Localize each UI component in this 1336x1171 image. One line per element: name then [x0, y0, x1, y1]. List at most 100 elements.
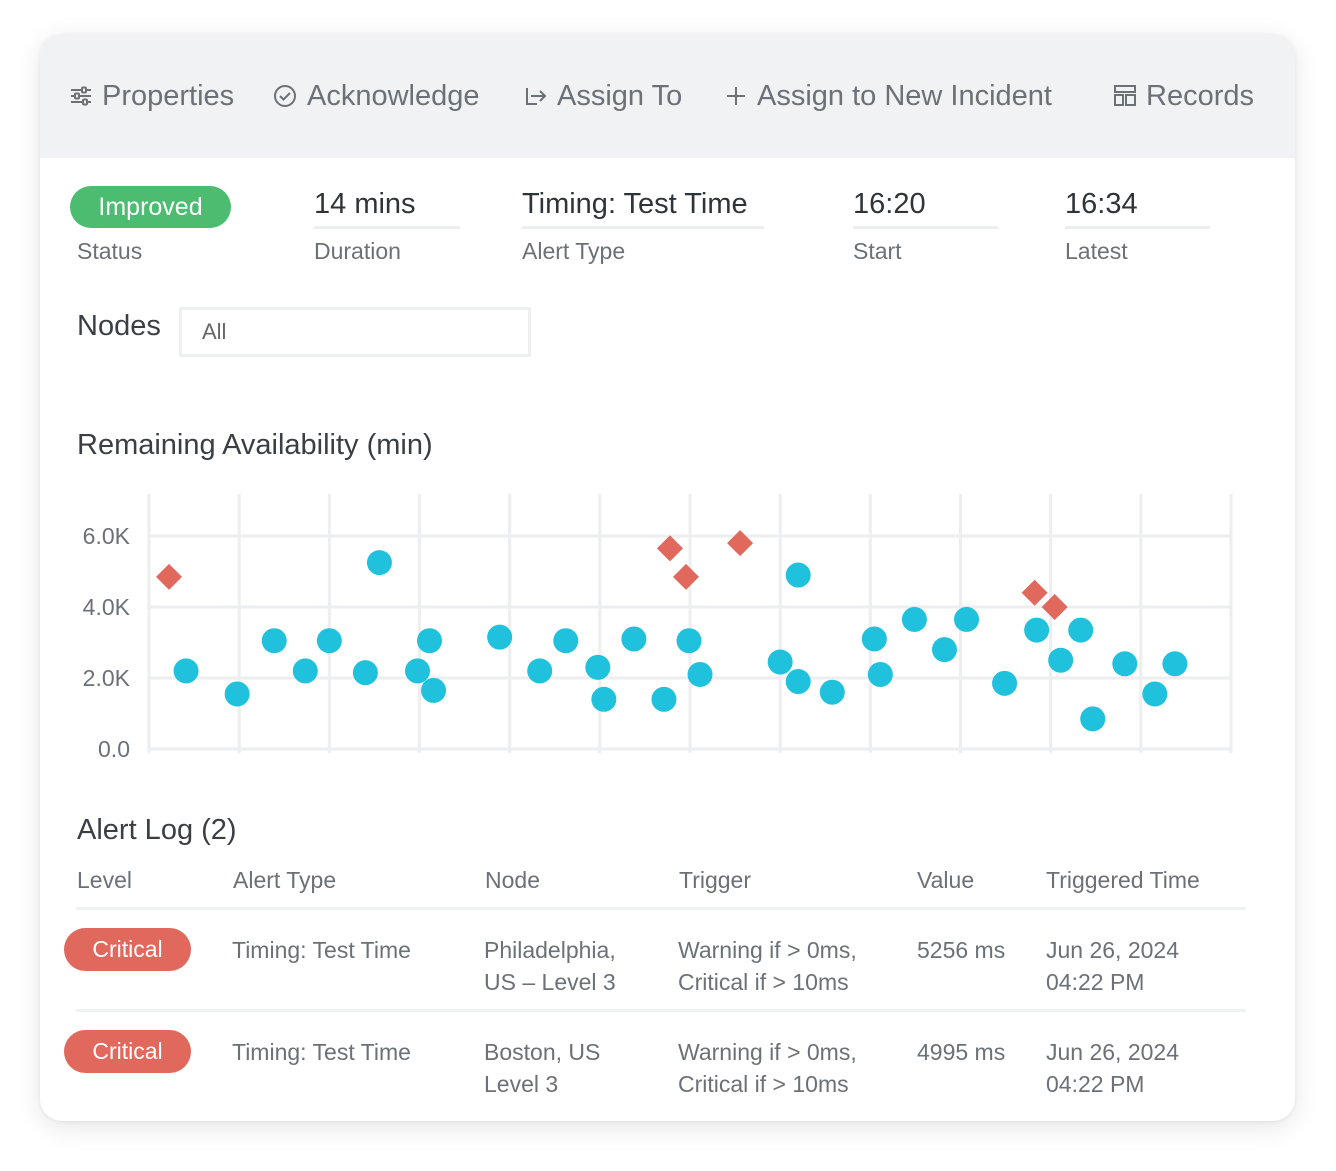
data-point: [651, 686, 677, 712]
data-point: [931, 637, 957, 663]
data-point: [621, 626, 647, 652]
critical-badge: Critical: [64, 1030, 191, 1073]
row-value: 5256 ms: [917, 934, 1005, 966]
latest-underline: [1065, 226, 1210, 229]
row-value-text: 4995 ms: [917, 1039, 1006, 1065]
nodes-label: Nodes: [77, 310, 161, 342]
alert-point: [1021, 579, 1048, 606]
data-point: [1162, 651, 1188, 677]
row-time-date: Jun 26, 2024: [1046, 1039, 1180, 1065]
alert-point: [656, 535, 683, 562]
sliders-icon: [71, 86, 91, 106]
row-trigger-line2: Critical if > 10ms: [678, 969, 849, 995]
duration-underline: [314, 226, 460, 229]
data-point: [1080, 706, 1106, 732]
col-trigger: Trigger: [679, 867, 751, 893]
col-alert-type: Alert Type: [233, 867, 337, 893]
row-trigger: Warning if > 0ms, Critical if > 10ms: [678, 934, 857, 998]
data-point: [819, 679, 845, 705]
nodes-filter-input[interactable]: [179, 307, 531, 357]
data-point: [316, 628, 342, 654]
data-point: [224, 681, 250, 707]
row-trigger-line1: Warning if > 0ms,: [678, 937, 857, 963]
assign-arrow-icon: [526, 88, 547, 105]
data-point: [173, 658, 199, 684]
x-tick-label: 06:00: [842, 761, 900, 764]
data-point: [585, 654, 611, 680]
data-point: [261, 628, 287, 654]
col-triggered-time: Triggered Time: [1046, 867, 1200, 893]
start-underline: [853, 226, 998, 229]
data-point: [1112, 651, 1138, 677]
acknowledge-button[interactable]: Acknowledge: [273, 76, 480, 116]
latest-value: 16:34: [1065, 188, 1138, 220]
row-value-text: 5256 ms: [917, 937, 1006, 963]
x-tick-label: 09:00: [1022, 761, 1080, 764]
x-tick-label: June 26: [469, 761, 551, 764]
data-point: [487, 624, 513, 650]
alert-type-label: Alert Type: [522, 238, 626, 264]
row-time-date: Jun 26, 2024: [1046, 937, 1180, 963]
header-divider: [76, 907, 1246, 910]
data-point: [1142, 681, 1168, 707]
data-point: [954, 606, 980, 632]
start-label: Start: [853, 238, 902, 264]
status-label: Status: [77, 238, 143, 264]
row-node: Philadelphia, US – Level 3: [484, 934, 616, 998]
duration-label: Duration: [314, 238, 401, 264]
records-grid-icon: [1114, 85, 1136, 106]
check-circle-icon: [274, 85, 296, 107]
row-node-line1: Philadelphia,: [484, 937, 616, 963]
row-alert-type-text: Timing: Test Time: [232, 1039, 411, 1065]
assign-new-incident-label: Assign to New Incident: [757, 79, 1052, 112]
alert-type-underline: [522, 226, 764, 229]
data-point: [591, 686, 617, 712]
alert-detail-card: Properties Acknowledge Assign To Assign …: [40, 34, 1295, 1121]
data-point: [867, 661, 893, 687]
row-time: Jun 26, 2024 04:22 PM: [1046, 1036, 1179, 1100]
col-node: Node: [485, 867, 540, 893]
alert-type-value: Timing: Test Time: [522, 188, 748, 220]
chart-title: Remaining Availability (min): [77, 429, 433, 461]
critical-badge: Critical: [64, 928, 191, 971]
row-trigger-line2: Critical if > 10ms: [678, 1071, 849, 1097]
data-point: [366, 550, 392, 576]
row-alert-type: Timing: Test Time: [232, 1036, 411, 1068]
alert-point: [727, 530, 754, 557]
row-node: Boston, US Level 3: [484, 1036, 600, 1100]
assign-to-button[interactable]: Assign To: [525, 76, 682, 116]
records-button[interactable]: Records: [1114, 76, 1254, 116]
duration-value: 14 mins: [314, 188, 416, 220]
data-point: [687, 661, 713, 687]
data-point: [1024, 617, 1050, 643]
data-point: [785, 562, 811, 588]
x-tick-label: 12:00: [1202, 761, 1260, 764]
data-point: [417, 628, 443, 654]
y-tick-label: 4.0K: [83, 594, 131, 620]
row-node-line2: US – Level 3: [484, 969, 616, 995]
data-point: [785, 669, 811, 695]
col-value: Value: [917, 867, 975, 893]
data-point: [553, 628, 579, 654]
plus-icon: [727, 87, 745, 105]
data-point: [1068, 617, 1094, 643]
row-value: 4995 ms: [917, 1036, 1005, 1068]
row-time: Jun 26, 2024 04:22 PM: [1046, 934, 1179, 998]
row-alert-type: Timing: Test Time: [232, 934, 411, 966]
x-tick-label: 03:00: [661, 761, 719, 764]
data-point: [527, 658, 553, 684]
assign-to-label: Assign To: [557, 79, 683, 112]
assign-new-incident-button[interactable]: Assign to New Incident: [725, 76, 1052, 116]
row-node-line1: Boston, US: [484, 1039, 601, 1065]
availability-scatter-chart: 0.0 2.0K 4.0K 6.0K 18:00 21:00 June 26 03:00 06:…: [83, 494, 1260, 764]
properties-button[interactable]: Properties: [70, 76, 234, 116]
col-level: Level: [77, 867, 132, 893]
toolbar: Properties Acknowledge Assign To Assign …: [40, 34, 1295, 158]
data-point: [404, 658, 430, 684]
row-trigger: Warning if > 0ms, Critical if > 10ms: [678, 1036, 857, 1100]
alert-point: [1041, 594, 1068, 620]
row-time-clock: 04:22 PM: [1046, 969, 1145, 995]
data-point: [861, 626, 887, 652]
row-node-line2: Level 3: [484, 1071, 559, 1097]
data-point: [292, 658, 318, 684]
